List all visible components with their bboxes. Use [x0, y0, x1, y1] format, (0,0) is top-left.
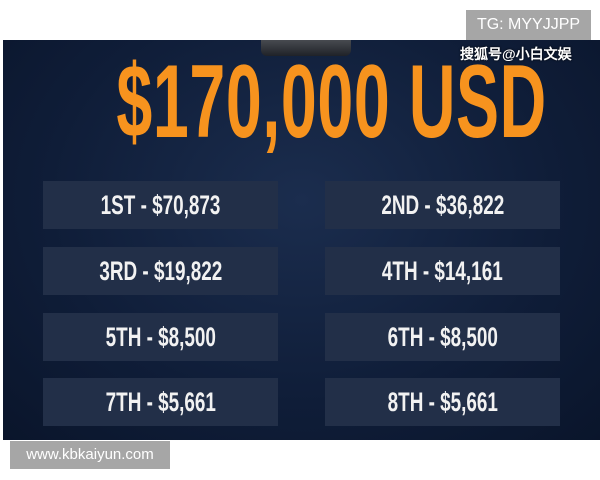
prize-box-1st: 1ST - $70,873 [43, 181, 278, 229]
prize-box-4th: 4TH - $14,161 [325, 247, 560, 295]
tg-watermark: TG: MYYJJPP [466, 10, 591, 40]
prize-box-2nd: 2ND - $36,822 [325, 181, 560, 229]
prize-box-5th: 5TH - $8,500 [43, 313, 278, 361]
sohu-watermark: 搜狐号@小白文娱 [460, 46, 572, 62]
prize-pool-title: $170,000 USD [116, 44, 547, 160]
trophy-base-image [261, 40, 351, 56]
prize-box-7th: 7TH - $5,661 [43, 378, 278, 426]
prize-label: 3RD - $19,822 [99, 255, 222, 286]
prize-label: 8TH - $5,661 [387, 386, 498, 417]
prize-box-3rd: 3RD - $19,822 [43, 247, 278, 295]
prize-label: 4TH - $14,161 [382, 255, 503, 286]
prize-label: 6TH - $8,500 [387, 321, 498, 352]
prize-poster: $170,000 USD 1ST - $70,873 2ND - $36,822… [3, 40, 600, 440]
prize-box-6th: 6TH - $8,500 [325, 313, 560, 361]
website-watermark: www.kbkaiyun.com [10, 441, 170, 469]
prize-label: 1ST - $70,873 [100, 189, 221, 220]
prize-label: 7TH - $5,661 [105, 386, 216, 417]
prize-label: 2ND - $36,822 [381, 189, 504, 220]
prize-label: 5TH - $8,500 [105, 321, 216, 352]
prize-box-8th: 8TH - $5,661 [325, 378, 560, 426]
